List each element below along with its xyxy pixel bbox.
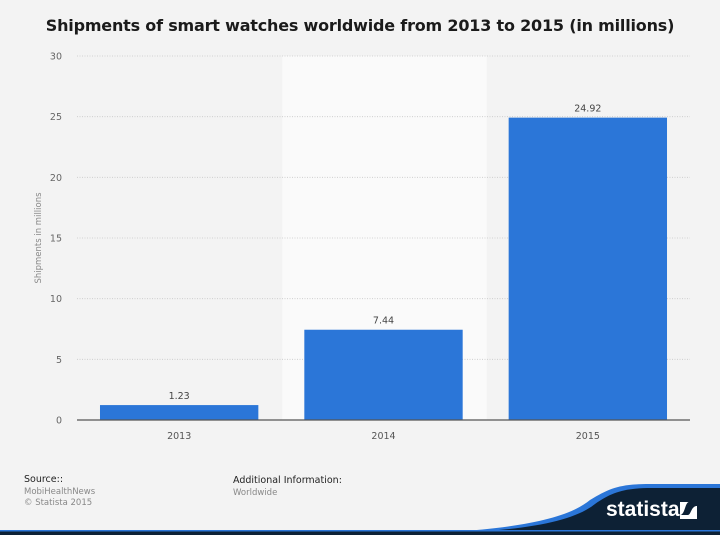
copyright-text: © Statista 2015 [24,498,93,508]
additional-info-value: Worldwide [233,488,278,498]
y-tick-label: 10 [50,294,62,305]
bar-value-label: 7.44 [373,316,394,327]
bar-value-label: 1.23 [169,391,190,402]
y-tick-label: 15 [50,234,62,245]
y-tick-label: 0 [56,416,62,427]
y-tick-label: 30 [50,52,62,63]
bar-2015[interactable] [508,117,668,421]
source-name: MobiHealthNews [24,487,96,497]
bar-value-label: 24.92 [574,104,601,115]
bar-2013[interactable] [99,405,259,420]
x-tick-label: 2015 [576,431,600,442]
x-tick-label: 2013 [167,431,191,442]
additional-info-label: Additional Information: [233,475,342,486]
source-label: Source:: [24,474,64,485]
statista-logo-icon [680,502,697,519]
bar-2014[interactable] [304,329,463,420]
y-axis-label: Shipments in millions [34,192,44,284]
chart-title: Shipments of smart watches worldwide fro… [45,16,675,35]
x-tick-label: 2014 [371,431,395,442]
statista-logo-text: statista [606,498,680,521]
y-tick-label: 25 [50,112,62,123]
y-tick-label: 5 [56,355,62,366]
y-tick-label: 20 [50,173,62,184]
